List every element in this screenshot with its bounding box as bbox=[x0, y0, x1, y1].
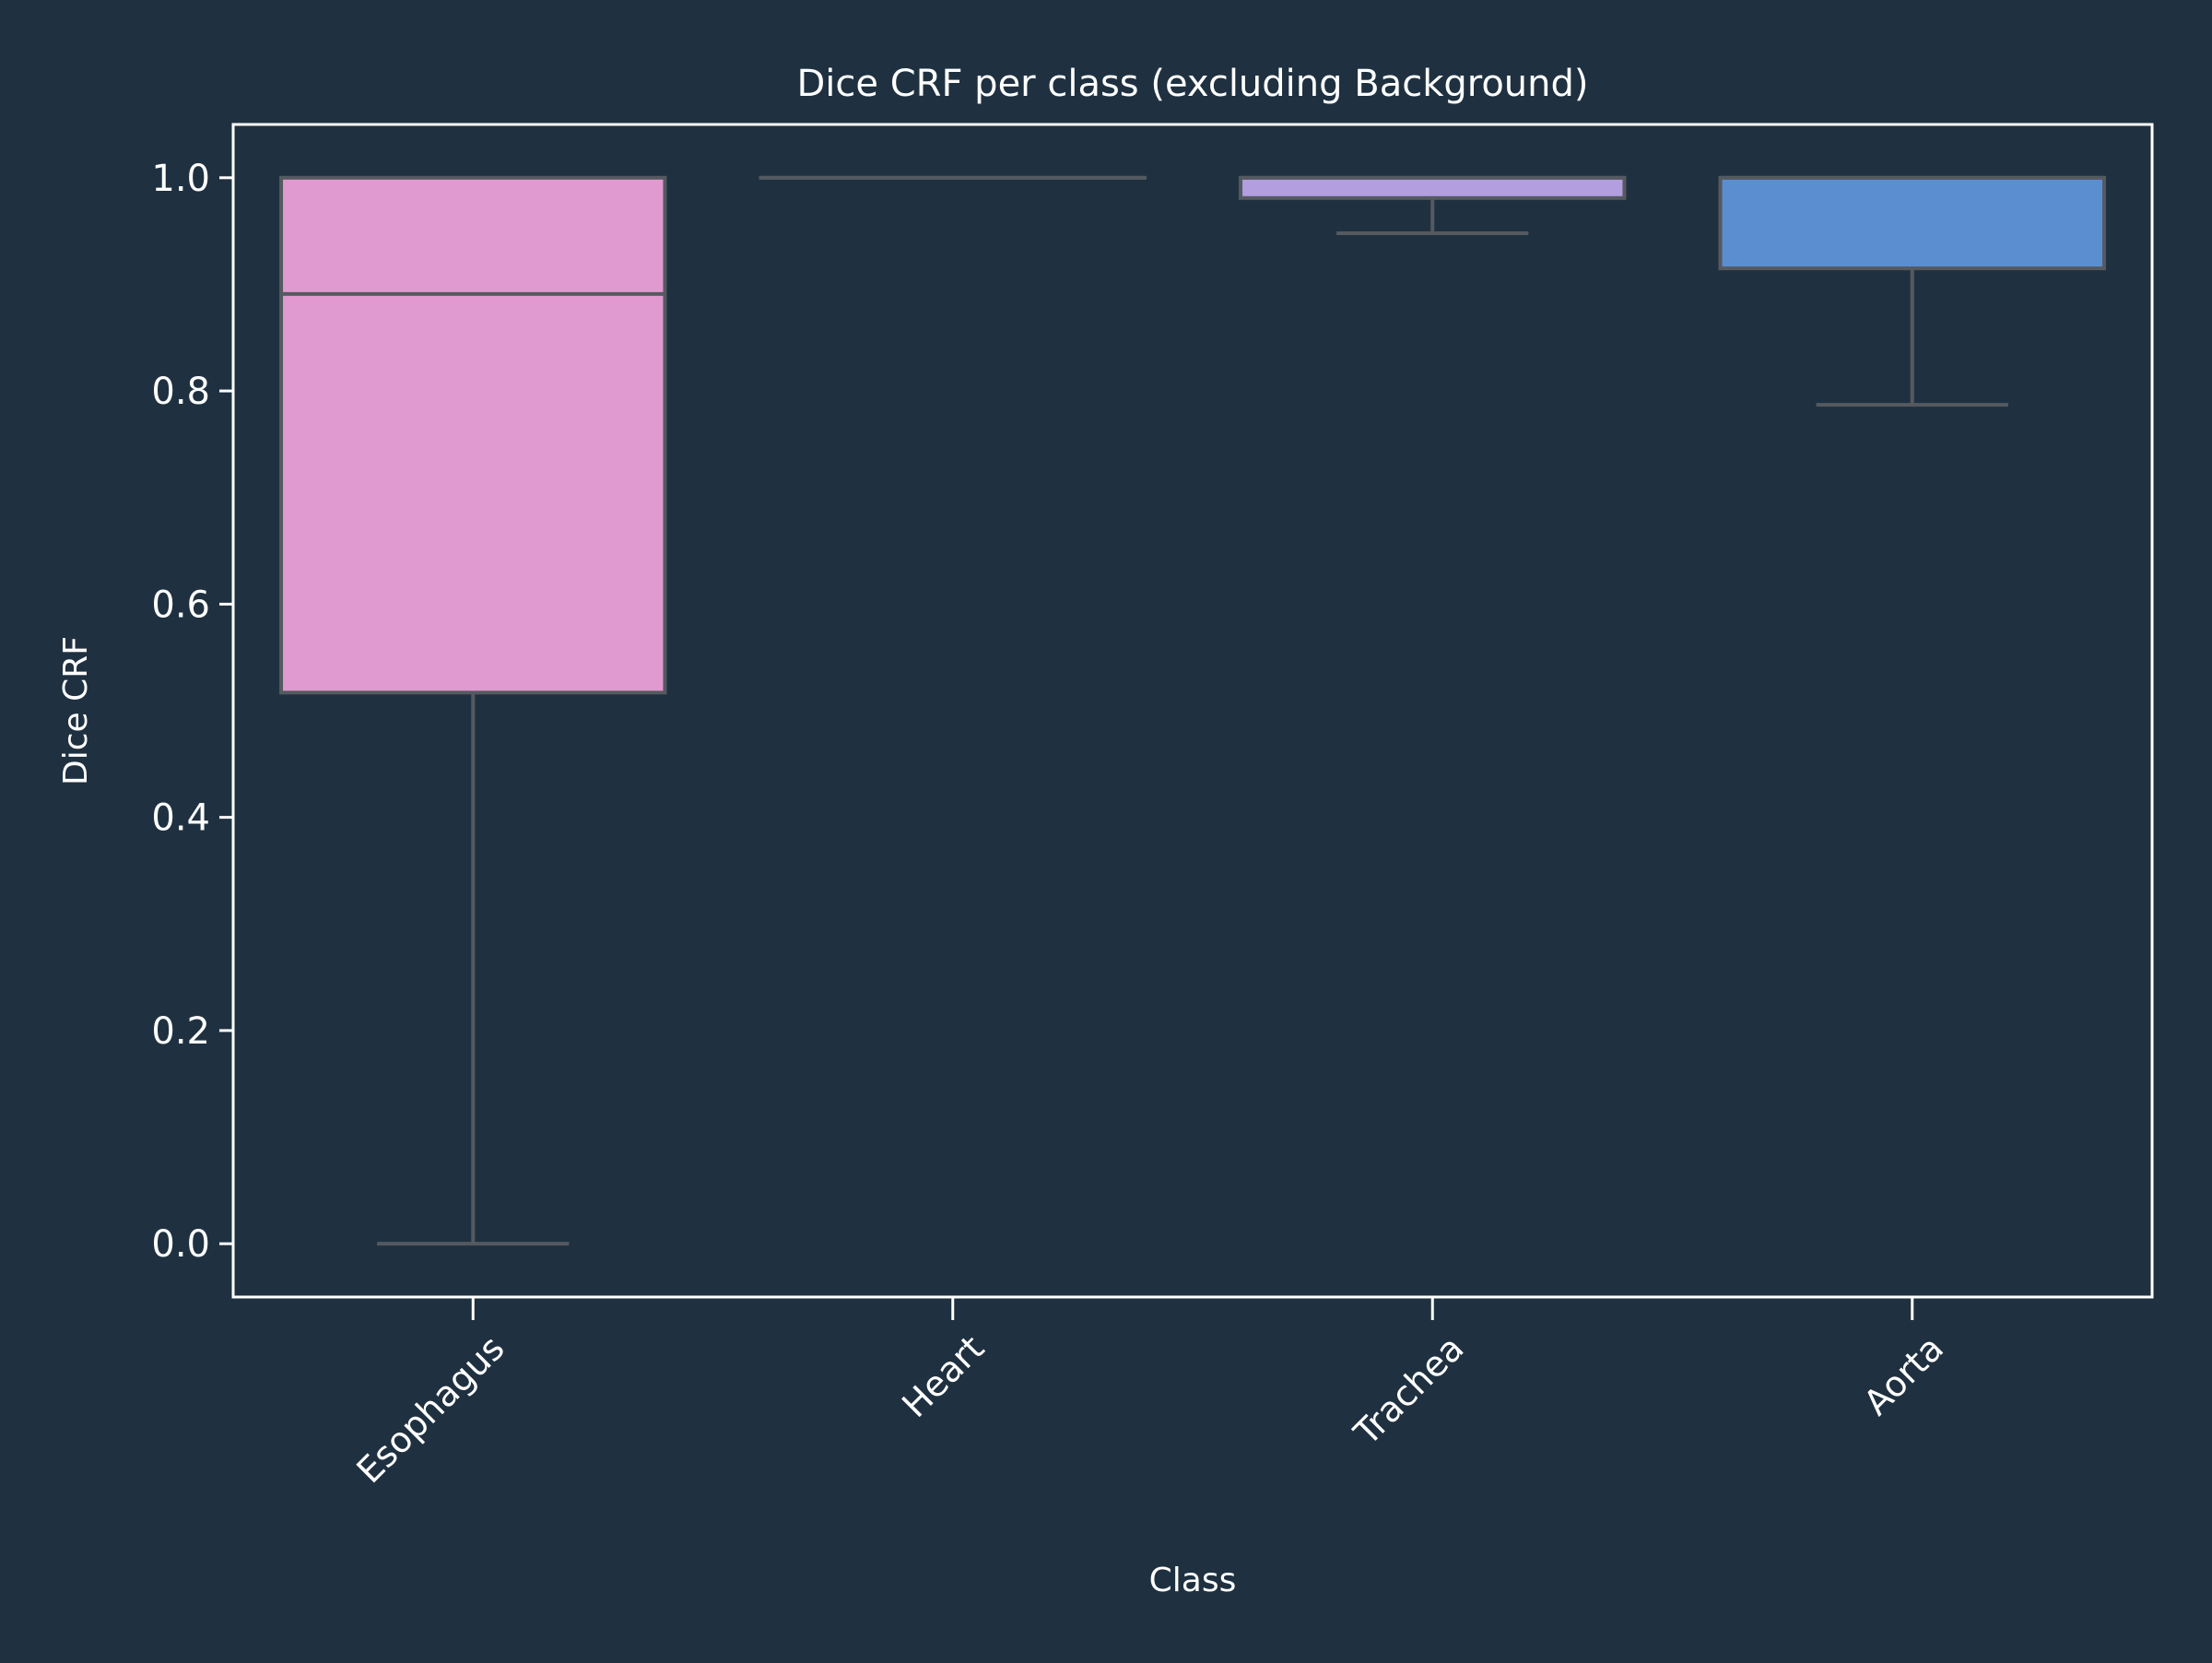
x-axis-label: Class bbox=[1149, 1562, 1237, 1599]
box-esophagus bbox=[281, 178, 665, 693]
box-aorta bbox=[1721, 178, 2104, 268]
chart-title: Dice CRF per class (excluding Background… bbox=[797, 63, 1589, 105]
y-tick-label: 0.0 bbox=[151, 1223, 210, 1266]
y-tick-label: 0.4 bbox=[151, 797, 210, 840]
y-tick-label: 0.6 bbox=[151, 584, 210, 626]
y-tick-label: 0.8 bbox=[151, 371, 210, 413]
y-tick-label: 0.2 bbox=[151, 1010, 210, 1053]
box-trachea bbox=[1241, 178, 1624, 198]
y-tick-label: 1.0 bbox=[151, 158, 210, 200]
y-axis-label: Dice CRF bbox=[57, 636, 95, 785]
